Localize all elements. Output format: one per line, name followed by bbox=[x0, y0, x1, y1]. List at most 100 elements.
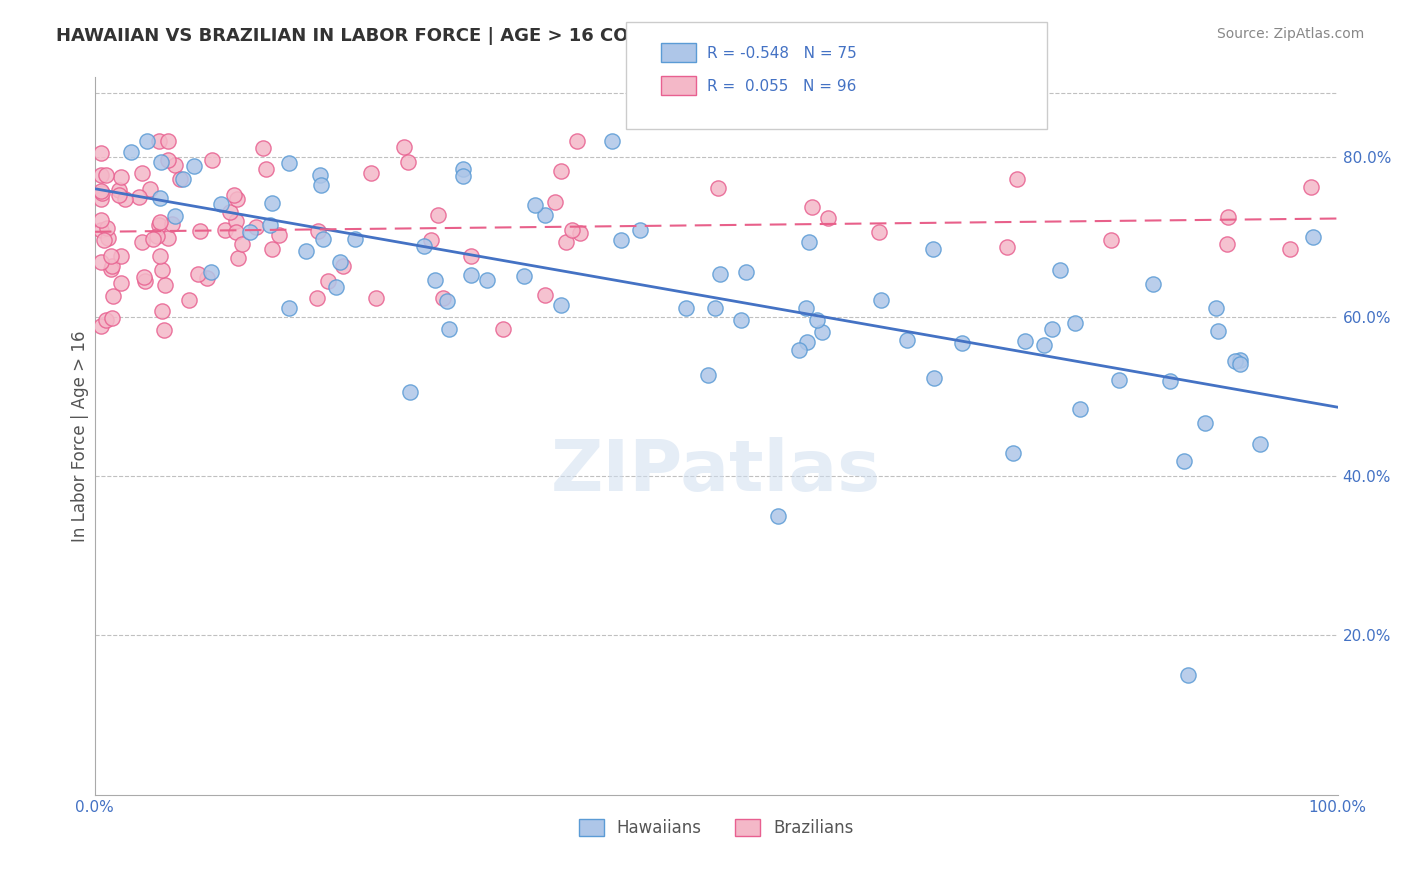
Hawaiians bbox=[312, 232, 335, 246]
Hawaiians bbox=[600, 134, 623, 148]
Hawaiians bbox=[1225, 354, 1247, 368]
Brazilians bbox=[90, 223, 112, 237]
Brazilians bbox=[396, 154, 419, 169]
Brazilians bbox=[800, 200, 823, 214]
Brazilians bbox=[103, 288, 125, 302]
Hawaiians bbox=[1040, 321, 1063, 335]
Brazilians bbox=[187, 267, 209, 281]
Hawaiians bbox=[1142, 277, 1164, 291]
Hawaiians bbox=[239, 225, 262, 239]
Brazilians bbox=[131, 235, 153, 249]
Hawaiians bbox=[806, 313, 828, 327]
Hawaiians bbox=[436, 293, 458, 308]
Hawaiians bbox=[789, 343, 811, 357]
Brazilians bbox=[1299, 179, 1322, 194]
Brazilians bbox=[420, 233, 443, 247]
Brazilians bbox=[110, 169, 132, 184]
Hawaiians bbox=[200, 264, 222, 278]
Brazilians bbox=[316, 274, 339, 288]
Brazilians bbox=[160, 217, 183, 231]
Brazilians bbox=[156, 153, 179, 168]
Brazilians bbox=[153, 278, 176, 293]
Text: R = -0.548   N = 75: R = -0.548 N = 75 bbox=[707, 46, 858, 61]
Brazilians bbox=[139, 182, 162, 196]
Brazilians bbox=[128, 190, 150, 204]
Brazilians bbox=[152, 323, 174, 337]
Brazilians bbox=[165, 158, 187, 172]
Brazilians bbox=[90, 184, 112, 198]
Hawaiians bbox=[1049, 263, 1071, 277]
Brazilians bbox=[364, 291, 387, 305]
Text: HAWAIIAN VS BRAZILIAN IN LABOR FORCE | AGE > 16 CORRELATION CHART: HAWAIIAN VS BRAZILIAN IN LABOR FORCE | A… bbox=[56, 27, 815, 45]
Brazilians bbox=[534, 288, 557, 302]
Hawaiians bbox=[922, 242, 945, 256]
Brazilians bbox=[195, 270, 218, 285]
Hawaiians bbox=[1064, 316, 1087, 330]
Brazilians bbox=[90, 255, 112, 269]
Hawaiians bbox=[796, 334, 818, 349]
Brazilians bbox=[90, 145, 112, 160]
Brazilians bbox=[254, 162, 277, 177]
Brazilians bbox=[392, 140, 415, 154]
Brazilians bbox=[96, 221, 118, 235]
Brazilians bbox=[146, 228, 169, 243]
Brazilians bbox=[332, 259, 354, 273]
Brazilians bbox=[225, 214, 247, 228]
Brazilians bbox=[307, 224, 329, 238]
Hawaiians bbox=[1033, 338, 1056, 352]
Hawaiians bbox=[259, 218, 281, 232]
Brazilians bbox=[426, 209, 449, 223]
Brazilians bbox=[1005, 172, 1028, 186]
Brazilians bbox=[567, 134, 589, 148]
Hawaiians bbox=[437, 322, 460, 336]
Hawaiians bbox=[870, 293, 893, 307]
Brazilians bbox=[134, 274, 156, 288]
Brazilians bbox=[148, 218, 170, 232]
Brazilians bbox=[214, 223, 236, 237]
Hawaiians bbox=[460, 268, 482, 283]
Text: ZIPatlas: ZIPatlas bbox=[551, 437, 882, 507]
Hawaiians bbox=[183, 159, 205, 173]
Hawaiians bbox=[1173, 453, 1195, 467]
Hawaiians bbox=[1108, 373, 1130, 387]
Hawaiians bbox=[550, 297, 572, 311]
Hawaiians bbox=[1177, 668, 1199, 682]
Brazilians bbox=[550, 164, 572, 178]
Brazilians bbox=[93, 233, 115, 247]
Hawaiians bbox=[628, 223, 651, 237]
Hawaiians bbox=[295, 244, 318, 258]
Brazilians bbox=[110, 249, 132, 263]
Hawaiians bbox=[120, 145, 142, 160]
Brazilians bbox=[108, 183, 131, 197]
Brazilians bbox=[134, 269, 156, 284]
Hawaiians bbox=[533, 208, 555, 222]
Brazilians bbox=[432, 291, 454, 305]
Hawaiians bbox=[735, 265, 758, 279]
Brazilians bbox=[100, 262, 122, 277]
Brazilians bbox=[868, 225, 890, 239]
Hawaiians bbox=[1014, 334, 1036, 348]
Hawaiians bbox=[278, 301, 301, 316]
Hawaiians bbox=[1194, 416, 1216, 430]
Brazilians bbox=[561, 222, 583, 236]
Hawaiians bbox=[136, 134, 159, 148]
Brazilians bbox=[569, 226, 592, 240]
Brazilians bbox=[231, 237, 253, 252]
Hawaiians bbox=[524, 198, 547, 212]
Hawaiians bbox=[1159, 374, 1181, 388]
Hawaiians bbox=[1069, 401, 1091, 416]
Brazilians bbox=[150, 304, 173, 318]
Brazilians bbox=[267, 227, 290, 242]
Y-axis label: In Labor Force | Age > 16: In Labor Force | Age > 16 bbox=[72, 330, 89, 541]
Hawaiians bbox=[311, 178, 333, 192]
Hawaiians bbox=[768, 508, 790, 523]
Hawaiians bbox=[172, 172, 194, 186]
Brazilians bbox=[222, 187, 245, 202]
Hawaiians bbox=[1206, 324, 1229, 338]
Hawaiians bbox=[149, 191, 172, 205]
Brazilians bbox=[91, 186, 114, 201]
Brazilians bbox=[219, 205, 242, 219]
Brazilians bbox=[226, 251, 249, 265]
Brazilians bbox=[252, 141, 274, 155]
Brazilians bbox=[1279, 243, 1302, 257]
